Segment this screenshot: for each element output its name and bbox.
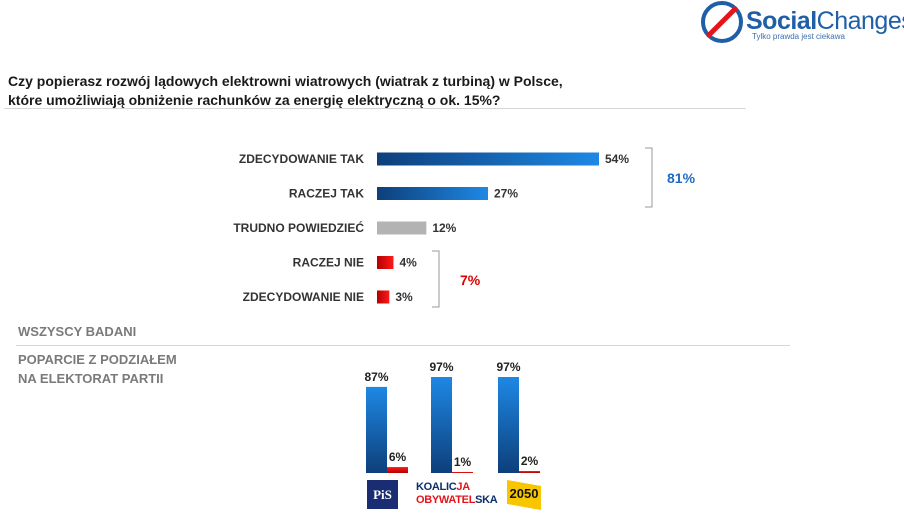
category-label: ZDECYDOWANIE TAK	[239, 152, 364, 166]
bracket-no	[432, 250, 440, 308]
party-value-label: 1%	[454, 455, 472, 469]
party-logo-pis: PiS	[367, 480, 398, 509]
party-value-label: 2%	[521, 454, 539, 468]
divider-mid	[16, 345, 790, 346]
yes-total-label: 81%	[667, 170, 696, 186]
party-bar	[498, 377, 519, 473]
category-label: TRUDNO POWIEDZIEĆ	[233, 220, 364, 235]
category-label: RACZEJ NIE	[293, 256, 364, 270]
bar	[377, 187, 488, 200]
bracket-yes	[645, 147, 653, 208]
section-all-respondents: WSZYSCY BADANI	[18, 324, 137, 339]
party-value-label: 97%	[496, 360, 520, 374]
bar	[377, 221, 427, 235]
party-bar	[431, 377, 452, 473]
question-title: Czy popierasz rozwój lądowych elektrowni…	[8, 73, 563, 108]
party-bar	[452, 472, 473, 473]
bar	[377, 290, 390, 304]
bar	[377, 256, 394, 269]
category-label: ZDECYDOWANIE NIE	[243, 290, 364, 304]
party-bar	[387, 467, 408, 473]
party-logo-2050: 2050	[505, 478, 543, 512]
value-label: 54%	[605, 152, 629, 166]
brand-name: SocialChanges	[746, 7, 904, 35]
bar	[377, 152, 599, 166]
party-bar	[519, 471, 540, 473]
section-by-party: POPARCIE Z PODZIAŁEM NA ELEKTORAT PARTII	[18, 352, 177, 386]
party-logo-ko: KOALICJA OBYWATELSKA	[416, 481, 498, 506]
divider-top	[4, 108, 746, 109]
brand-tagline: Tylko prawda jest ciekawa	[752, 32, 845, 41]
party-value-label: 6%	[389, 450, 407, 464]
value-label: 27%	[494, 187, 518, 201]
no-total-label: 7%	[460, 272, 481, 288]
value-label: 3%	[395, 290, 413, 304]
category-label: RACZEJ TAK	[289, 187, 364, 201]
party-value-label: 87%	[364, 370, 388, 384]
party-value-label: 97%	[429, 360, 453, 374]
value-label: 4%	[399, 256, 417, 270]
value-label: 12%	[432, 221, 456, 235]
party-bar	[366, 386, 387, 473]
